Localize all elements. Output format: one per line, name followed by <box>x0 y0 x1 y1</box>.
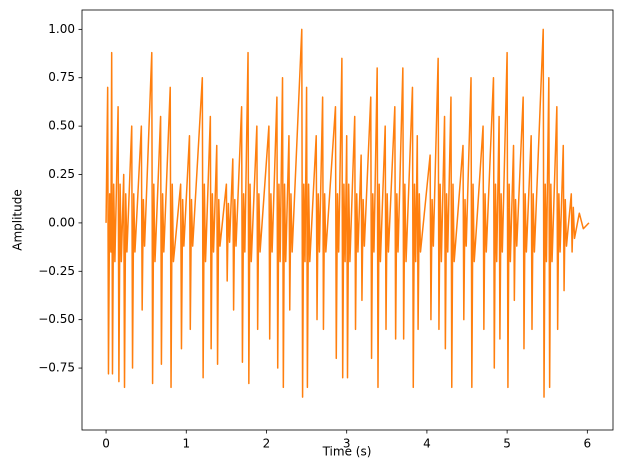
y-tick-label: 0.75 <box>48 70 75 84</box>
y-tick-label: 1.00 <box>48 22 75 36</box>
x-axis-label: Time (s) <box>322 445 372 459</box>
y-axis-label: Amplitude <box>11 189 25 251</box>
y-tick-label: −0.75 <box>38 361 75 375</box>
x-tick-label: 2 <box>263 437 271 451</box>
y-tick-label: 0.25 <box>48 167 75 181</box>
x-tick-label: 0 <box>102 437 110 451</box>
y-tick-label: −0.50 <box>38 312 75 326</box>
y-tick-label: 0.50 <box>48 119 75 133</box>
x-tick-label: 3 <box>343 437 351 451</box>
x-tick-label: 1 <box>182 437 190 451</box>
y-tick-label: 0.00 <box>48 215 75 229</box>
x-tick-label: 5 <box>503 437 511 451</box>
x-tick-label: 6 <box>584 437 592 451</box>
y-tick-label: −0.25 <box>38 264 75 278</box>
plot-frame <box>81 9 614 431</box>
x-tick-label: 4 <box>423 437 431 451</box>
waveform-line <box>105 28 590 398</box>
